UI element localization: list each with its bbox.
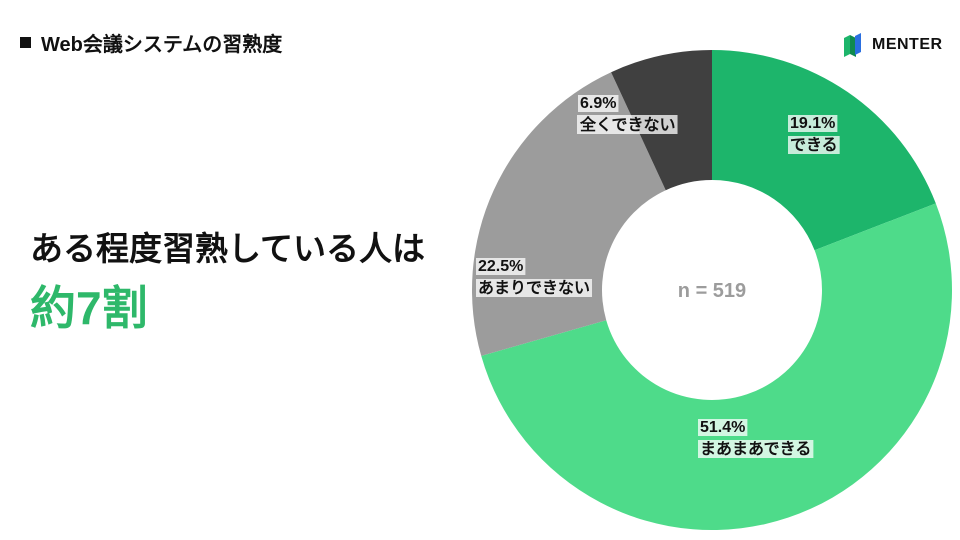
label-background: [698, 440, 814, 458]
label-background: [578, 95, 619, 112]
label-background: [788, 115, 838, 132]
slice-value-label: 19.1%: [790, 115, 835, 132]
slice-category-label: まあまあできる: [700, 440, 811, 458]
page-title-text: Web会議システムの習熟度: [41, 34, 283, 56]
slice-category-label: できる: [790, 136, 838, 154]
slice-value-label: 51.4%: [700, 419, 745, 436]
brand-name: MENTER: [872, 36, 943, 53]
slice-category-label: 全くできない: [579, 115, 676, 134]
donut-slice-2: [481, 203, 953, 531]
menter-logo-icon: [844, 33, 861, 57]
page-title: Web会議システムの習熟度: [20, 28, 282, 57]
label-background: [577, 115, 678, 134]
slice-value-label: 22.5%: [478, 258, 523, 275]
slice-category-label: あまりできない: [478, 279, 590, 297]
slice-label-1: 19.1% できる: [788, 115, 840, 154]
headline-highlight: 約7割: [30, 282, 148, 334]
headline-text: ある程度習熟している人は: [30, 230, 426, 267]
slice-label-3: 22.5% あまりできない: [476, 258, 593, 297]
slice-label-4: 6.9% 全くできない: [577, 95, 678, 134]
label-background: [698, 419, 748, 436]
slice-label-2: 51.4% まあまあできる: [698, 419, 814, 458]
label-background: [788, 136, 840, 154]
label-background: [476, 279, 593, 297]
slice-value-label: 6.9%: [580, 95, 616, 112]
brand-logo: MENTER: [842, 32, 943, 58]
sample-size-label: n = 519: [678, 280, 746, 302]
label-background: [476, 258, 526, 275]
title-bullet-icon: [20, 37, 31, 48]
